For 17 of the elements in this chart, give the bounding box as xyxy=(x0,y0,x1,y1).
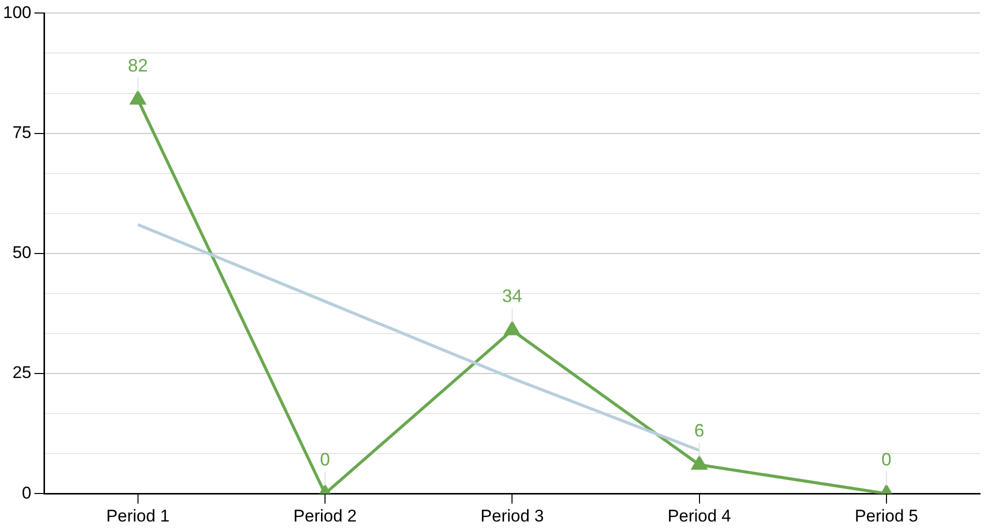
y-tick-label: 0 xyxy=(22,483,32,502)
data-label: 82 xyxy=(128,56,148,76)
x-tick-label: Period 1 xyxy=(106,506,170,526)
point xyxy=(130,91,146,105)
data-label: 6 xyxy=(694,420,704,441)
y-tick-label: 25 xyxy=(12,363,32,382)
data-label: 0 xyxy=(881,450,892,470)
point xyxy=(504,322,520,336)
data-label: 34 xyxy=(502,286,522,306)
x-tick-label: Period 3 xyxy=(480,506,544,526)
x-tick-label: Period 2 xyxy=(293,506,357,526)
data-label: 0 xyxy=(320,450,330,470)
x-tick-label: Period 5 xyxy=(854,506,918,526)
y-tick-label: 100 xyxy=(2,2,32,22)
y-tick-label: 75 xyxy=(12,122,32,142)
x-tick-label: Period 4 xyxy=(668,506,731,526)
y-tick-label: 50 xyxy=(12,243,32,262)
